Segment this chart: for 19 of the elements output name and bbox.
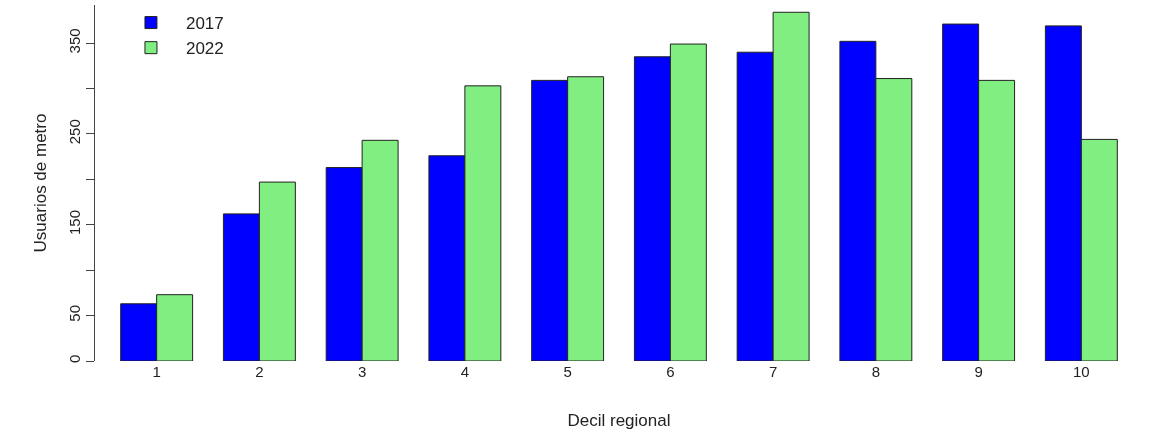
x-tick-label: 8 [871, 363, 881, 380]
x-tick-label: 10 [1073, 363, 1090, 380]
y-tick-label: 0 [66, 354, 83, 363]
y-axis-title: Usuarios de metro [30, 113, 50, 253]
x-tick-label: 9 [974, 363, 983, 380]
x-tick-label: 1 [152, 363, 161, 380]
x-tick-label: 6 [666, 363, 675, 380]
y-tick-label: 350 [66, 28, 83, 54]
x-tick-label: 4 [460, 363, 470, 380]
x-tick-label: 3 [357, 363, 367, 380]
x-axis-title: Decil regional [567, 411, 671, 431]
x-tick-label: 2 [255, 363, 264, 380]
y-tick-label: 250 [66, 119, 83, 145]
y-tick-label: 50 [66, 305, 83, 322]
y-tick-label: 150 [66, 210, 83, 236]
x-tick-label: 7 [768, 363, 778, 380]
legend-label: 2022 [185, 39, 224, 59]
legend-label: 2017 [185, 14, 224, 34]
x-tick-label: 5 [563, 363, 572, 380]
